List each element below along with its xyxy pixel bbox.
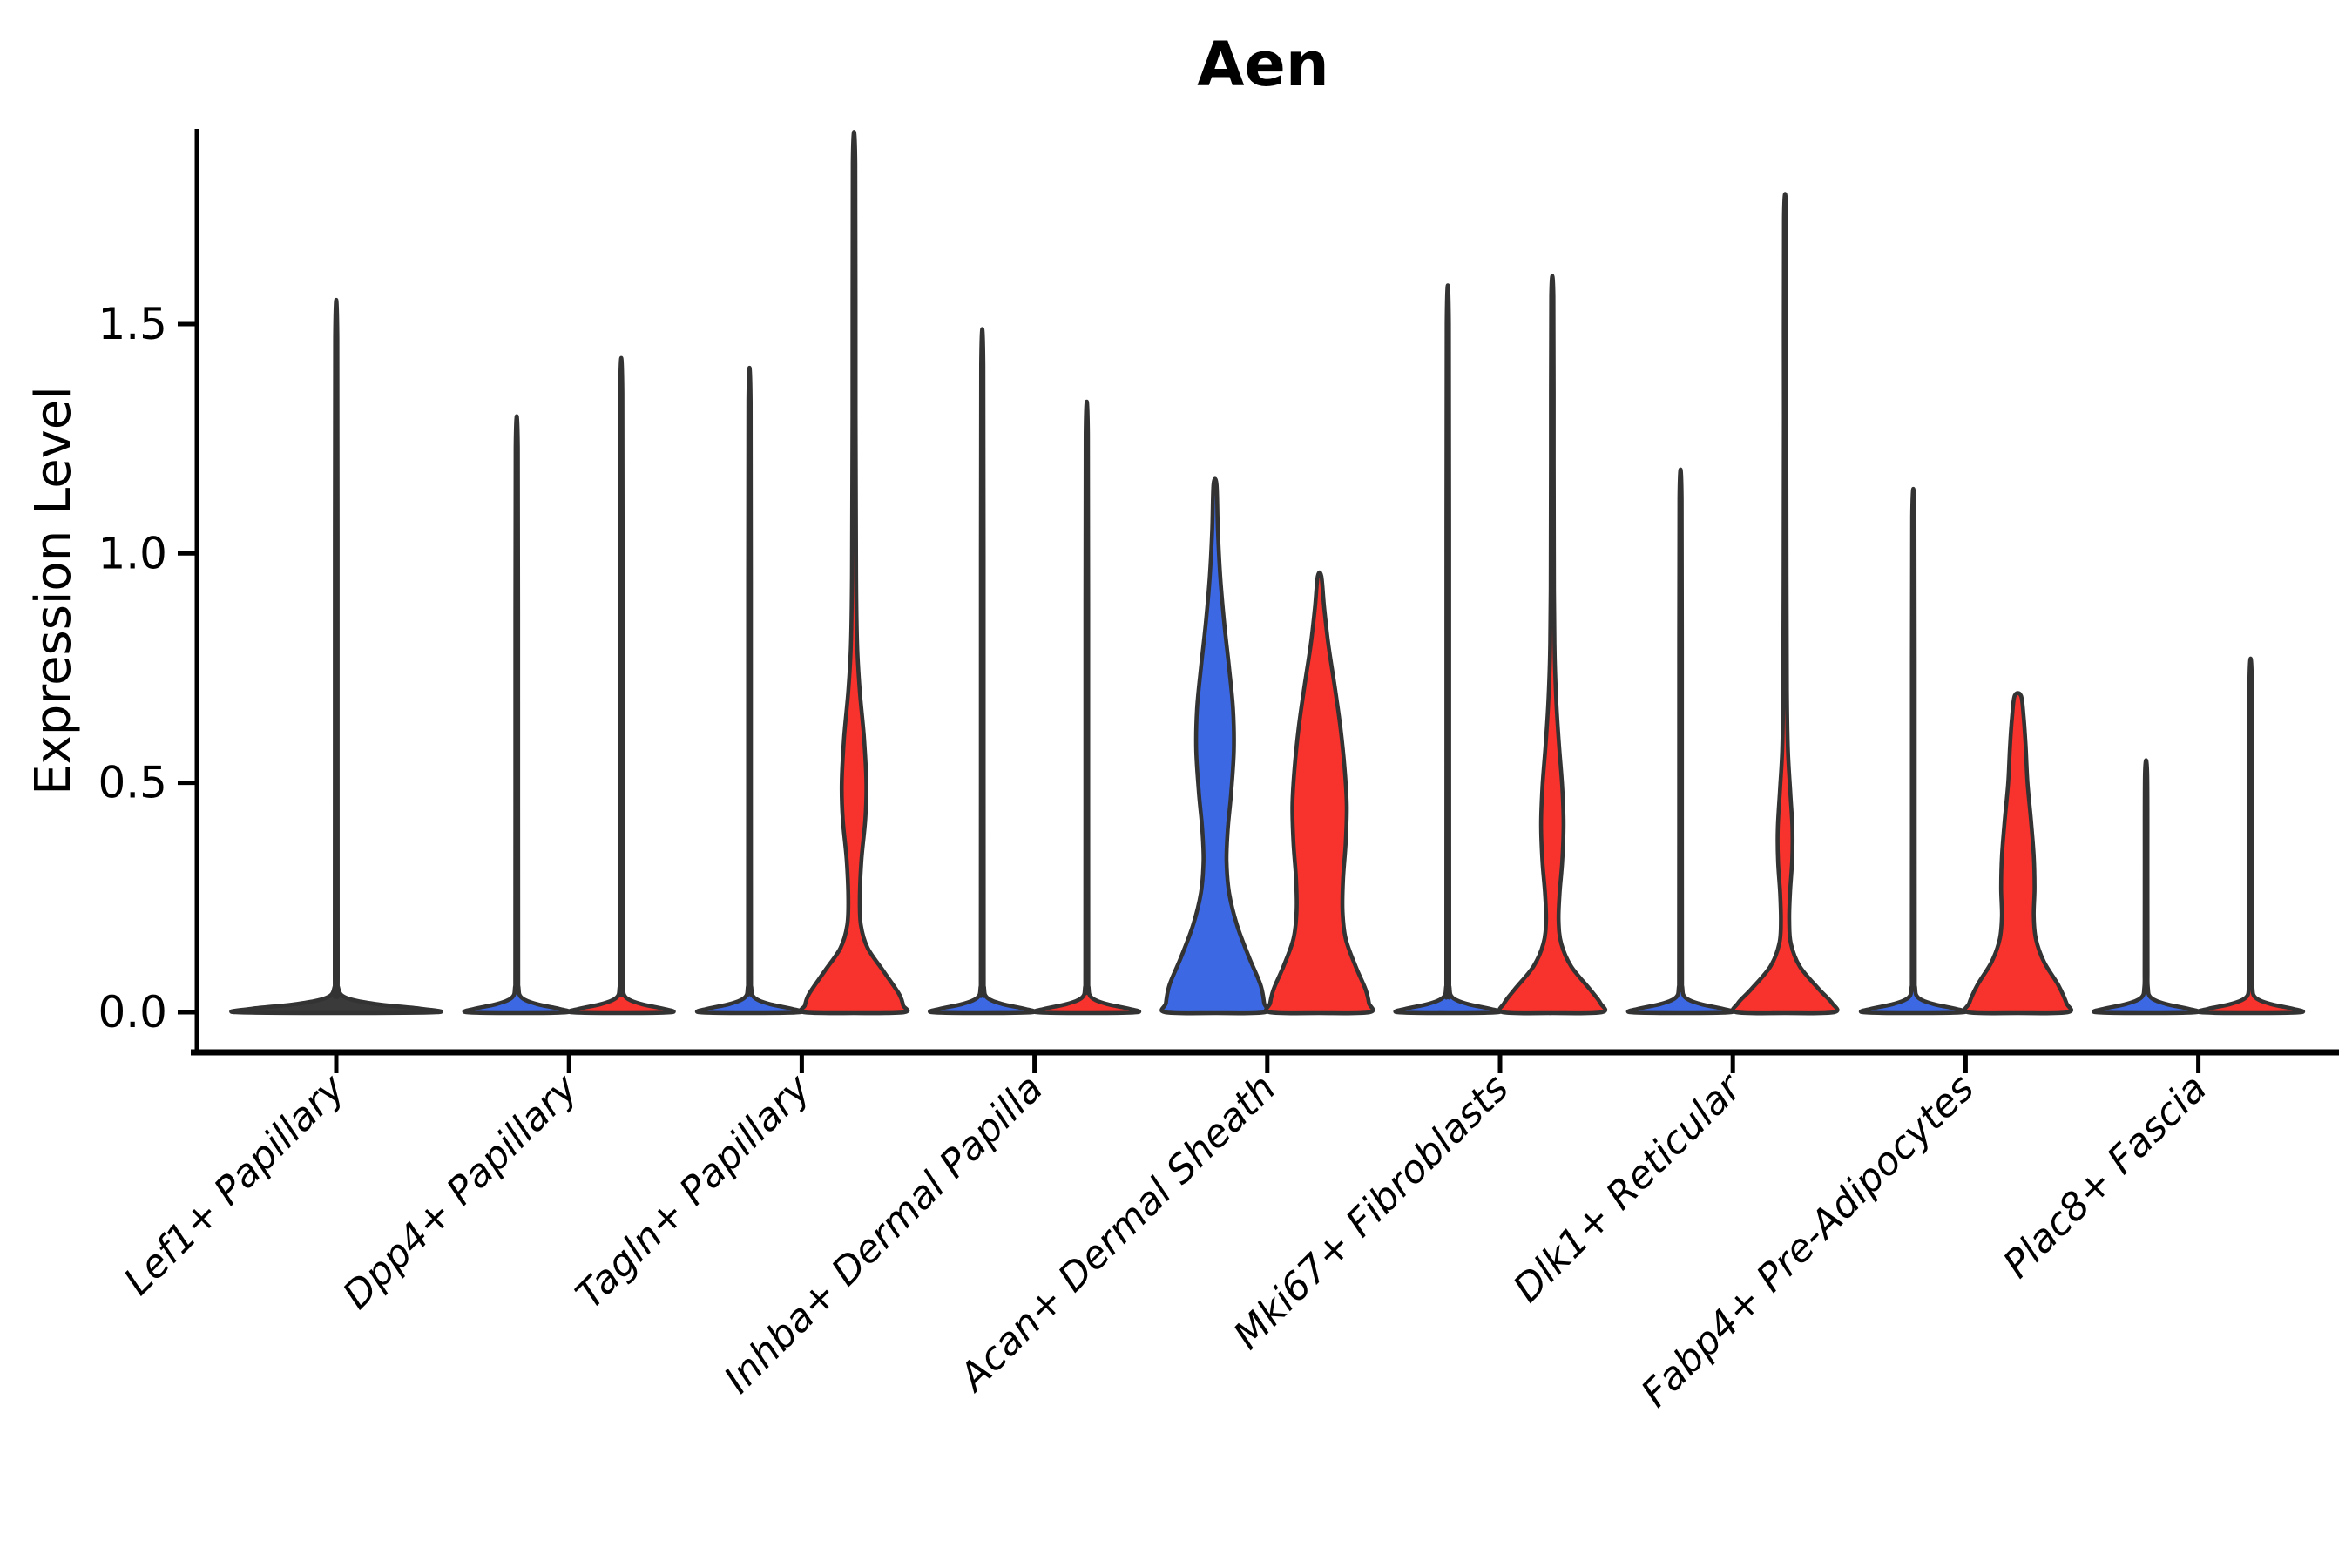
violin-plac8-right (2196, 656, 2306, 1016)
violin-dlk1-left (1625, 467, 1735, 1016)
violin-mki67-left (1393, 283, 1503, 1016)
violin-lef1-center (229, 298, 443, 1016)
violin-mki67-right (1497, 274, 1608, 1016)
y-tick-label: 0.5 (98, 758, 167, 808)
violin-tagln-right (798, 130, 910, 1016)
violin-inhba-left (928, 327, 1037, 1016)
violin-dpp4-right (566, 355, 676, 1016)
y-axis-label: Expression Level (25, 386, 82, 795)
y-tick-label: 0.0 (98, 987, 167, 1037)
y-tick-label: 1.0 (98, 528, 167, 578)
violin-tagln-left (694, 366, 804, 1016)
violin-plac8-left (2092, 758, 2201, 1016)
y-tick-label: 1.5 (98, 299, 167, 349)
violin-fabp4-right (1962, 691, 2074, 1016)
violin-acan-right (1264, 570, 1375, 1016)
violin-dlk1-right (1730, 192, 1840, 1016)
violin-inhba-right (1032, 400, 1142, 1016)
violin-group (229, 130, 2306, 1016)
violin-dpp4-left (462, 414, 571, 1016)
violin-fabp4-left (1858, 486, 1968, 1016)
chart-title: Aen (1197, 29, 1328, 100)
violin-acan-left (1159, 476, 1271, 1016)
